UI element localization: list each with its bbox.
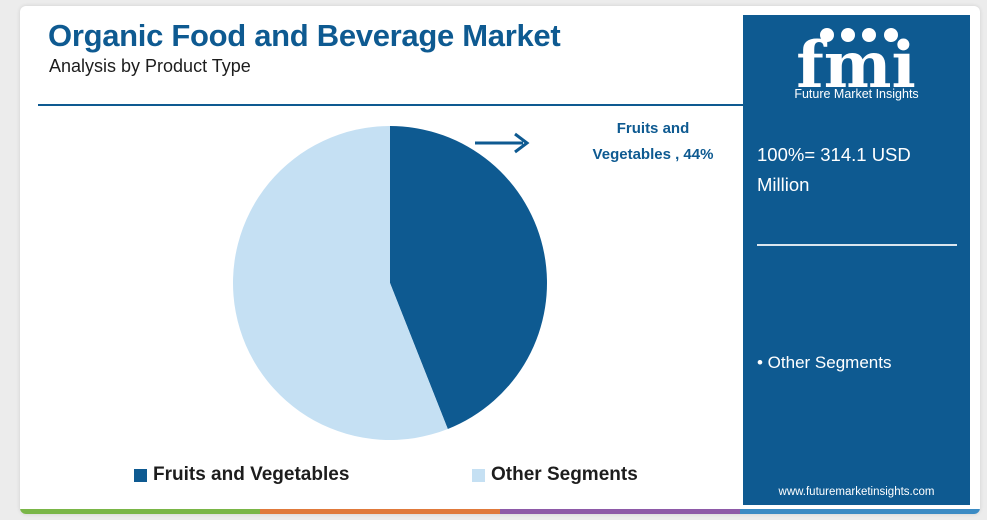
logo-subtitle: Future Market Insights: [794, 87, 919, 101]
pie-slice-fruits-and-vegetables: [390, 126, 547, 429]
page-subtitle: Analysis by Product Type: [49, 56, 251, 76]
report-card: Organic Food and Beverage Market Analysi…: [20, 6, 980, 514]
bottom-bar-segment: [20, 509, 260, 514]
sidebar-divider: [757, 244, 957, 246]
bottom-bar-segment: [740, 509, 980, 514]
sidebar-bullet: • Other Segments: [757, 353, 892, 372]
legend-label-fruits: Fruits and Vegetables: [153, 464, 350, 485]
market-total-line-2: Million: [757, 174, 810, 195]
bottom-color-bar: [20, 509, 980, 514]
callout-line-1: Fruits and: [616, 120, 690, 137]
title-divider: [38, 104, 743, 106]
callout-arrow-icon: [475, 132, 530, 154]
bottom-bar-segment: [260, 509, 500, 514]
market-total-line-1: 100%= 314.1 USD: [757, 144, 911, 165]
pie-slice-other-segments: [233, 125, 448, 440]
legend-item-other: Other Segments: [472, 464, 638, 486]
legend-label-other: Other Segments: [491, 464, 638, 485]
callout-line-2: Vegetables , 44%: [592, 146, 714, 163]
page-title: Organic Food and Beverage Market: [48, 18, 561, 53]
pie-callout-label: Fruits and Vegetables , 44%: [573, 116, 733, 168]
bottom-bar-segment: [500, 509, 740, 514]
market-total: 100%= 314.1 USD Million: [757, 140, 957, 200]
legend-item-fruits: Fruits and Vegetables: [134, 464, 349, 486]
legend-swatch-fruits: [134, 468, 147, 482]
website-link[interactable]: www.futuremarketinsights.com: [778, 486, 935, 498]
fmi-logo-icon: fmi: [796, 28, 916, 103]
pie-chart: [233, 125, 547, 440]
legend-swatch-other: [472, 468, 485, 482]
svg-text:fmi: fmi: [796, 28, 916, 103]
sidebar-panel: fmi Future Market Insights 100%= 314.1 U…: [743, 15, 970, 505]
